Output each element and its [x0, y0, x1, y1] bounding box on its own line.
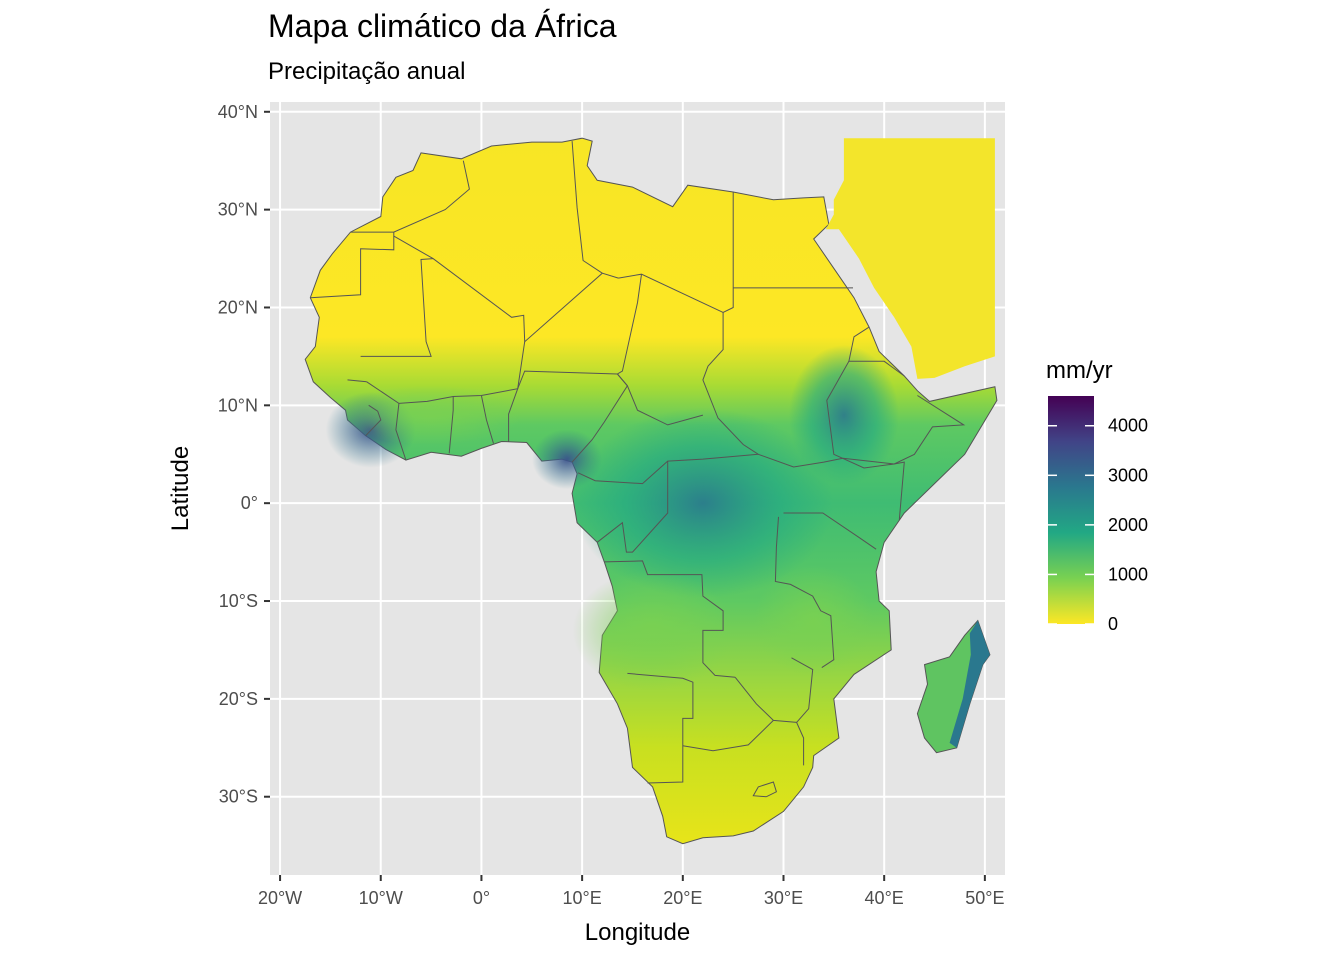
legend-colorbar [1048, 396, 1094, 624]
country-border [734, 676, 805, 766]
country-border [395, 403, 407, 461]
x-tick-label: 10°E [563, 888, 602, 908]
y-tick-label: 40°N [218, 102, 258, 122]
angola-zambia-wet-zone [572, 570, 733, 691]
legend-tick-label: 4000 [1108, 416, 1148, 436]
chart-title: Mapa climático da África [268, 8, 617, 44]
country-border [310, 232, 395, 299]
ethiopian-highlands-wet-zone [788, 345, 899, 486]
country-border [702, 192, 844, 468]
congo-basin-wet-zone [572, 408, 833, 599]
legend-tick-label: 0 [1108, 614, 1118, 634]
y-axis: 40°N 30°N 20°N 10°N 0° 10°S 20°S 30°S [218, 102, 270, 807]
legend: mm/yr 0 1000 2000 3000 4000 [1046, 357, 1148, 634]
legend-tick-label: 1000 [1108, 564, 1148, 584]
legend-title: mm/yr [1046, 357, 1113, 384]
precipitation-shading [325, 345, 899, 691]
y-tick-label: 30°N [218, 200, 258, 220]
madagascar-wet-coast [949, 620, 990, 748]
legend-tick-label: 2000 [1108, 515, 1148, 535]
country-border [826, 361, 966, 469]
country-border [448, 396, 454, 454]
x-tick-label: 20°W [258, 888, 302, 908]
x-axis-title: Longitude [585, 919, 690, 946]
x-tick-label: 50°E [965, 888, 1004, 908]
y-tick-label: 30°S [219, 787, 258, 807]
country-border [508, 388, 519, 442]
country-border [596, 461, 669, 553]
x-tick-label: 30°E [764, 888, 803, 908]
y-tick-label: 20°S [219, 689, 258, 709]
legend-tick-label: 3000 [1108, 465, 1148, 485]
country-border [577, 453, 759, 485]
y-axis-title: Latitude [167, 446, 194, 531]
arabian-peninsula-landmass [825, 138, 995, 379]
country-borders [310, 141, 966, 798]
country-border [365, 404, 382, 437]
y-tick-label: 0° [241, 493, 258, 513]
country-border [517, 370, 629, 463]
country-border [360, 258, 434, 357]
country-border [752, 781, 778, 798]
y-tick-label: 10°S [219, 591, 258, 611]
country-border [842, 457, 905, 520]
y-tick-label: 10°N [218, 395, 258, 415]
country-border [350, 160, 470, 233]
sahel-south-wet-zone [341, 385, 522, 446]
country-border [791, 657, 814, 723]
country-border [480, 395, 494, 444]
x-axis: 20°W 10°W 0° 10°E 20°E 30°E 40°E 50°E [258, 875, 1004, 908]
y-tick-label: 20°N [218, 297, 258, 317]
country-border [682, 720, 774, 752]
east-africa-rift-wet-zone [753, 565, 874, 676]
country-border [604, 560, 736, 678]
country-border [571, 141, 603, 274]
x-tick-label: 10°W [359, 888, 403, 908]
country-border [627, 672, 694, 784]
country-border [774, 516, 835, 669]
chart-subtitle: Precipitação anual [268, 58, 466, 85]
x-tick-label: 0° [473, 888, 490, 908]
x-tick-label: 20°E [663, 888, 702, 908]
country-border [783, 512, 877, 550]
gulf-of-guinea-wet-zone [532, 429, 603, 490]
legend-ticks: 0 1000 2000 3000 4000 [1048, 416, 1148, 634]
country-border [347, 379, 367, 383]
x-tick-label: 40°E [865, 888, 904, 908]
